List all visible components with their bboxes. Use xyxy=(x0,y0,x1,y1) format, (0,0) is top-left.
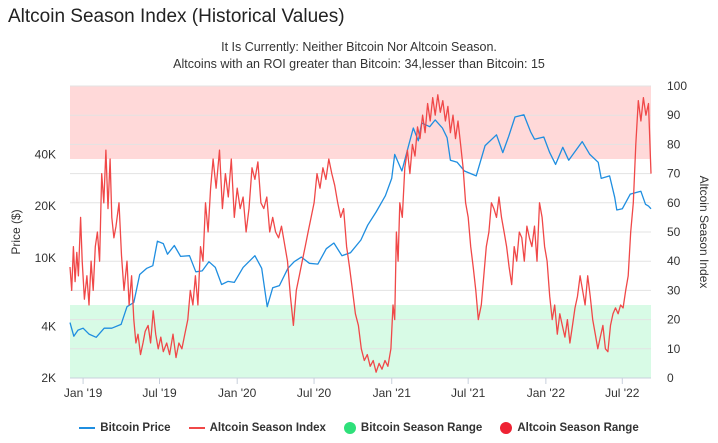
chart-legend: Bitcoin Price Altcoin Season Index Bitco… xyxy=(0,422,718,434)
y-right-tick-label: 30 xyxy=(667,283,681,297)
y-left-tick-label: 4K xyxy=(41,319,56,333)
legend-label-altcoin-season-range: Altcoin Season Range xyxy=(517,422,639,434)
x-tick-label: Jan '19 xyxy=(64,386,103,400)
legend-item-bitcoin-price[interactable]: Bitcoin Price xyxy=(79,422,171,434)
y-right-axis-title: Altcoin Season Index xyxy=(697,176,711,289)
y-right-tick-label: 50 xyxy=(667,225,681,239)
chart-title: Altcoin Season Index (Historical Values) xyxy=(8,6,345,27)
y-right-tick-label: 20 xyxy=(667,313,681,327)
legend-item-altcoin-season-index[interactable]: Altcoin Season Index xyxy=(188,422,326,434)
series-line-altcoin-season-index xyxy=(69,94,652,373)
legend-item-bitcoin-season-range[interactable]: Bitcoin Season Range xyxy=(343,422,483,434)
x-tick-label: Jul '19 xyxy=(142,386,177,400)
y-left-tick-label: 40K xyxy=(35,147,56,161)
y-right-tick-label: 80 xyxy=(667,137,681,151)
x-tick-label: Jan '21 xyxy=(373,386,412,400)
y-right-tick-label: 60 xyxy=(667,196,681,210)
x-tick-label: Jul '22 xyxy=(605,386,640,400)
y-left-tick-label: 2K xyxy=(41,371,56,385)
band-altcoin-season-range xyxy=(70,86,651,159)
chart-subtitle-roi: Altcoins with an ROI greater than Bitcoi… xyxy=(173,57,545,71)
legend-label-altcoin-season-index: Altcoin Season Index xyxy=(209,422,326,434)
series-line-bitcoin-price xyxy=(69,114,652,338)
y-left-axis-title: Price ($) xyxy=(9,209,23,254)
x-tick-label: Jul '21 xyxy=(451,386,486,400)
legend-item-altcoin-season-range[interactable]: Altcoin Season Range xyxy=(500,422,639,434)
y-right-tick-label: 100 xyxy=(667,79,687,93)
y-right-tick-label: 70 xyxy=(667,167,681,181)
x-tick-label: Jan '20 xyxy=(218,386,257,400)
chart-subtitle-status: It Is Currently: Neither Bitcoin Nor Alt… xyxy=(221,40,497,54)
legend-label-bitcoin-season-range: Bitcoin Season Range xyxy=(360,422,483,434)
legend-swatch-bitcoin-season-range xyxy=(343,422,356,434)
legend-label-bitcoin-price: Bitcoin Price xyxy=(100,422,171,434)
x-tick-label: Jul '20 xyxy=(297,386,332,400)
y-right-tick-label: 10 xyxy=(667,342,681,356)
legend-swatch-bitcoin-price xyxy=(79,427,96,429)
y-left-tick-label: 20K xyxy=(35,199,56,213)
y-right-tick-label: 90 xyxy=(667,108,681,122)
y-right-tick-label: 40 xyxy=(667,254,681,268)
legend-swatch-altcoin-season-range xyxy=(500,422,513,434)
legend-swatch-altcoin-season-index xyxy=(188,427,205,429)
y-right-tick-label: 0 xyxy=(667,371,674,385)
x-tick-label: Jan '22 xyxy=(527,386,566,400)
y-left-tick-label: 10K xyxy=(35,251,56,265)
